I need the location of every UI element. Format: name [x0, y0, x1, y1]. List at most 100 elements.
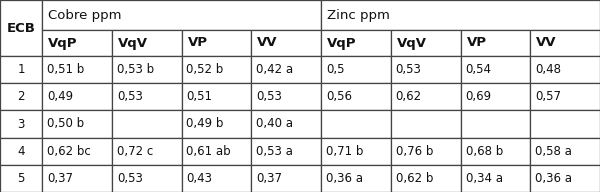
Text: 1: 1 — [17, 63, 25, 76]
Text: 0,37: 0,37 — [256, 172, 282, 185]
Text: Cobre ppm: Cobre ppm — [48, 8, 121, 22]
Text: 0,51 b: 0,51 b — [47, 63, 84, 76]
Text: 4: 4 — [17, 145, 25, 158]
Text: 0,69: 0,69 — [466, 90, 491, 103]
Bar — [182, 165, 251, 192]
Bar — [0, 165, 42, 192]
Bar — [42, 138, 112, 165]
Text: 0,53: 0,53 — [256, 90, 282, 103]
Bar — [321, 56, 391, 83]
Text: VP: VP — [187, 36, 208, 50]
Bar — [461, 165, 530, 192]
Bar — [112, 56, 182, 83]
Bar — [461, 138, 530, 165]
Text: 0,34 a: 0,34 a — [466, 172, 503, 185]
Bar — [321, 165, 391, 192]
Bar — [182, 110, 251, 138]
Bar — [182, 56, 251, 83]
Bar — [251, 83, 321, 110]
Text: VqP: VqP — [327, 36, 356, 50]
Text: VV: VV — [536, 36, 557, 50]
Bar — [112, 110, 182, 138]
Text: 0,53: 0,53 — [117, 172, 143, 185]
Text: 0,36 a: 0,36 a — [326, 172, 363, 185]
Text: 0,53 a: 0,53 a — [256, 145, 293, 158]
Text: 0,52 b: 0,52 b — [187, 63, 224, 76]
Text: 0,43: 0,43 — [187, 172, 212, 185]
Text: 0,58 a: 0,58 a — [535, 145, 572, 158]
Bar — [112, 138, 182, 165]
Bar — [321, 110, 391, 138]
Bar — [42, 110, 112, 138]
Text: 2: 2 — [17, 90, 25, 103]
Bar — [0, 110, 42, 138]
Bar — [530, 56, 600, 83]
Bar — [391, 165, 461, 192]
Bar — [530, 30, 600, 56]
Bar — [530, 83, 600, 110]
Text: VqV: VqV — [118, 36, 148, 50]
Text: 0,49 b: 0,49 b — [187, 118, 224, 131]
Text: 0,68 b: 0,68 b — [466, 145, 503, 158]
Text: 0,54: 0,54 — [466, 63, 491, 76]
Text: 3: 3 — [17, 118, 25, 131]
Text: VV: VV — [257, 36, 278, 50]
Bar — [251, 165, 321, 192]
Text: 0,53 b: 0,53 b — [117, 63, 154, 76]
Bar — [251, 110, 321, 138]
Text: VP: VP — [467, 36, 487, 50]
Text: 0,71 b: 0,71 b — [326, 145, 364, 158]
Text: 0,50 b: 0,50 b — [47, 118, 84, 131]
Text: 0,53: 0,53 — [396, 63, 422, 76]
Text: 0,76 b: 0,76 b — [396, 145, 433, 158]
Bar — [0, 83, 42, 110]
Bar — [461, 110, 530, 138]
Text: 0,42 a: 0,42 a — [256, 63, 293, 76]
Text: 0,72 c: 0,72 c — [117, 145, 153, 158]
Bar — [0, 0, 42, 56]
Bar — [42, 83, 112, 110]
Bar — [391, 83, 461, 110]
Bar — [42, 30, 112, 56]
Text: 0,61 ab: 0,61 ab — [187, 145, 231, 158]
Bar — [251, 138, 321, 165]
Bar — [112, 30, 182, 56]
Text: ECB: ECB — [7, 22, 35, 35]
Bar — [321, 30, 391, 56]
Bar — [391, 56, 461, 83]
Text: 0,51: 0,51 — [187, 90, 212, 103]
Bar — [530, 165, 600, 192]
Text: 0,5: 0,5 — [326, 63, 344, 76]
Text: 5: 5 — [17, 172, 25, 185]
Bar — [182, 83, 251, 110]
Text: 0,36 a: 0,36 a — [535, 172, 572, 185]
Text: Zinc ppm: Zinc ppm — [327, 8, 390, 22]
Text: 0,62 b: 0,62 b — [396, 172, 433, 185]
Bar — [42, 165, 112, 192]
Bar — [461, 56, 530, 83]
Bar — [321, 83, 391, 110]
Bar — [112, 165, 182, 192]
Bar — [461, 30, 530, 56]
Bar — [391, 30, 461, 56]
Bar — [0, 56, 42, 83]
Bar — [182, 138, 251, 165]
Text: 0,62: 0,62 — [396, 90, 422, 103]
Bar — [0, 138, 42, 165]
Bar — [42, 0, 321, 30]
Text: 0,57: 0,57 — [535, 90, 561, 103]
Bar — [391, 110, 461, 138]
Text: VqV: VqV — [397, 36, 427, 50]
Text: 0,56: 0,56 — [326, 90, 352, 103]
Bar — [391, 138, 461, 165]
Text: 0,49: 0,49 — [47, 90, 73, 103]
Text: 0,48: 0,48 — [535, 63, 561, 76]
Bar — [251, 30, 321, 56]
Bar — [530, 110, 600, 138]
Bar — [461, 83, 530, 110]
Bar — [42, 56, 112, 83]
Text: 0,62 bc: 0,62 bc — [47, 145, 91, 158]
Text: 0,53: 0,53 — [117, 90, 143, 103]
Text: 0,37: 0,37 — [47, 172, 73, 185]
Text: VqP: VqP — [48, 36, 77, 50]
